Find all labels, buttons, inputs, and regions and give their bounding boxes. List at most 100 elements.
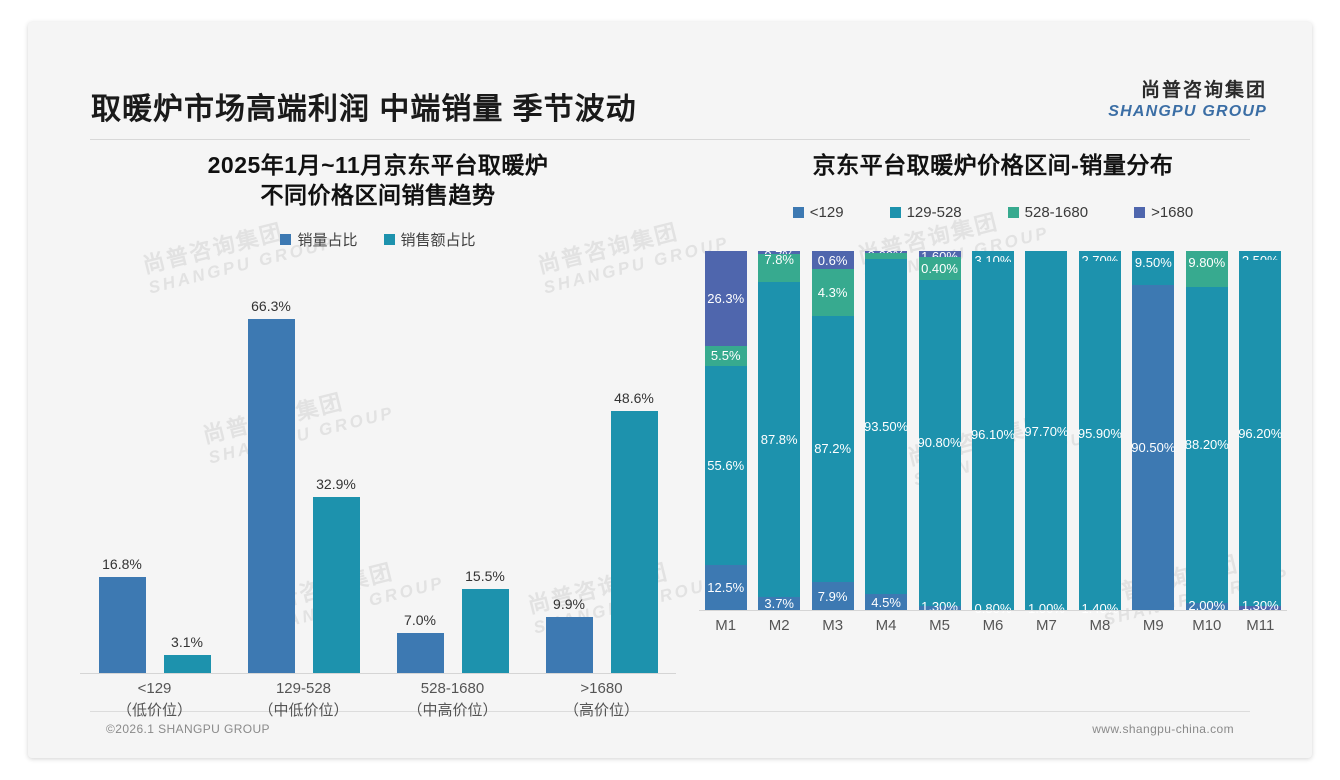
bar-volume[interactable]: [396, 632, 444, 673]
segment-129-528[interactable]: 55.6%: [704, 365, 747, 566]
bar-amount[interactable]: [163, 654, 211, 673]
bar-wrap[interactable]: 3.1%: [163, 274, 211, 673]
bar-volume[interactable]: [545, 616, 593, 673]
stack[interactable]: 2.70% 95.90% 1.40%: [1078, 251, 1122, 616]
segment-528-1680[interactable]: 5.5%: [704, 345, 747, 366]
bar-wrap[interactable]: 9.9%: [545, 274, 593, 673]
segment-label: 87.8%: [760, 431, 798, 447]
segment-528-1680[interactable]: 2.50%: [1239, 251, 1282, 268]
segment-label: 9.50%: [1134, 255, 1172, 271]
bar-amount[interactable]: [610, 410, 658, 673]
bar-group: 9.9% 48.6%: [527, 274, 676, 673]
bar-wrap[interactable]: 48.6%: [610, 274, 658, 673]
x-axis-label: M2: [768, 617, 790, 635]
segment-528-1680[interactable]: 9.80%: [1185, 251, 1228, 287]
segment-under-129[interactable]: 1.00%: [1025, 601, 1068, 616]
segment-under-129[interactable]: 0.80%: [971, 601, 1014, 616]
bar-wrap[interactable]: 7.0%: [396, 274, 444, 673]
segment-129-528[interactable]: 95.90%: [1078, 261, 1122, 606]
segment-label: 93.50%: [864, 418, 909, 434]
segment-label: 26.3%: [707, 291, 745, 307]
segment-129-528[interactable]: 96.10%: [971, 262, 1015, 608]
x-axis-label: M3: [822, 617, 844, 635]
segment-label: 88.20%: [1184, 437, 1229, 453]
segment-under-129[interactable]: 1.30%: [1239, 598, 1282, 613]
segment-under-129[interactable]: 7.9%: [811, 581, 854, 611]
x-axis-label: M7: [1036, 617, 1057, 635]
segment-under-129[interactable]: 4.5%: [865, 594, 908, 611]
legend-label: 129-528: [906, 204, 962, 222]
right-chart-panel: 京东平台取暖炉价格区间-销量分布 <129 129-528 528-1680 >…: [693, 150, 1293, 730]
legend-item-528-1680[interactable]: 528-1680: [1007, 204, 1089, 222]
logo-english-text: SHANGPU GROUP: [1108, 102, 1267, 120]
segment-528-1680[interactable]: 7.8%: [758, 252, 801, 282]
stacked-column[interactable]: 3.10% 96.10% 0.80%: [966, 251, 1019, 616]
legend-item-sales-volume[interactable]: 销量占比: [280, 229, 358, 250]
segment-under-129[interactable]: 1.40%: [1078, 601, 1121, 616]
segment-528-1680[interactable]: 0.40%: [918, 257, 961, 281]
legend-item-129-528[interactable]: 129-528: [889, 204, 962, 222]
stacked-column[interactable]: 26.3% 5.5% 55.6% 12.5%: [699, 251, 752, 611]
stack[interactable]: 1.60% 0.40% 90.80% 1.30%: [917, 249, 962, 614]
stacked-column[interactable]: 2.50% 96.20% 1.30%: [1234, 251, 1287, 613]
stacked-column[interactable]: 0.6% 4.3% 87.2% 7.9%: [806, 251, 859, 611]
segment-129-528[interactable]: 87.8%: [758, 281, 801, 598]
segment-528-1680[interactable]: 3.10%: [971, 251, 1014, 268]
legend-item-over-1680[interactable]: >1680: [1134, 204, 1193, 221]
stack[interactable]: 0.6% 4.3% 87.2% 7.9%: [811, 251, 854, 611]
x-axis-label-sub: （中低价位）: [258, 702, 349, 720]
bar-wrap[interactable]: 32.9%: [312, 274, 360, 673]
stacked-column[interactable]: 9.80% 88.20% 2.00%: [1180, 251, 1233, 613]
stack[interactable]: 0.7% 7.8% 87.8% 3.7%: [758, 248, 801, 611]
footer-website[interactable]: www.shangpu-china.com: [1092, 722, 1234, 736]
segment-under-129[interactable]: 12.5%: [704, 565, 747, 611]
stacked-column[interactable]: 1.60% 0.40% 90.80% 1.30%: [913, 249, 966, 614]
bar-volume[interactable]: [247, 318, 295, 673]
segment-129-528[interactable]: 87.2%: [811, 315, 854, 582]
segment-over-1680[interactable]: 26.3%: [704, 251, 747, 346]
segment-129-528[interactable]: 88.20%: [1184, 286, 1229, 604]
stacked-column[interactable]: 1.30% 97.70% 1.00%: [1020, 251, 1073, 616]
right-chart-x-axis-labels: M1 M2 M3 M4 M5 M6 M7 M8 M9 M10 M11: [699, 617, 1287, 634]
bar-value-label: 15.5%: [465, 567, 505, 584]
segment-under-129[interactable]: 3.7%: [758, 596, 801, 611]
stacked-column[interactable]: 2.70% 95.90% 1.40%: [1073, 251, 1126, 616]
stack[interactable]: 9.80% 88.20% 2.00%: [1184, 251, 1229, 613]
stack[interactable]: 2.50% 96.20% 1.30%: [1238, 251, 1283, 613]
stack[interactable]: 26.3% 5.5% 55.6% 12.5%: [704, 251, 747, 611]
stack[interactable]: 0.60% 93.50% 4.5%: [864, 248, 909, 611]
stack[interactable]: 9.50% 90.50%: [1131, 251, 1175, 611]
segment-under-129[interactable]: 2.00%: [1185, 598, 1228, 613]
x-axis-label-sub: （低价位）: [116, 702, 192, 720]
bar-wrap[interactable]: 66.3%: [247, 274, 295, 673]
segment-129-528[interactable]: 90.80%: [917, 280, 962, 606]
legend-label: 528-1680: [1024, 204, 1089, 222]
segment-528-1680[interactable]: 2.70%: [1078, 251, 1121, 268]
segment-129-528[interactable]: 96.20%: [1238, 260, 1283, 606]
bar-wrap[interactable]: 16.8%: [98, 274, 146, 673]
legend-item-under-129[interactable]: <129: [792, 204, 844, 221]
x-axis-label-main: 528-1680: [420, 679, 485, 697]
segment-129-528[interactable]: 93.50%: [864, 258, 909, 595]
footer-divider: [90, 711, 1250, 712]
bar-wrap[interactable]: 15.5%: [461, 274, 509, 673]
x-axis-label: >1680 （高价位）: [527, 678, 676, 723]
stack[interactable]: 1.30% 97.70% 1.00%: [1024, 251, 1068, 616]
bar-amount[interactable]: [312, 496, 360, 673]
segment-129-528[interactable]: 9.50%: [1132, 251, 1175, 286]
segment-under-129[interactable]: 90.50%: [1131, 285, 1175, 611]
right-chart-plot: 26.3% 5.5% 55.6% 12.5%: [693, 248, 1293, 634]
segment-label: 96.20%: [1238, 425, 1283, 441]
bar-amount[interactable]: [461, 588, 509, 673]
stack[interactable]: 3.10% 96.10% 0.80%: [971, 251, 1015, 616]
segment-528-1680[interactable]: [865, 252, 908, 259]
segment-over-1680[interactable]: 0.6%: [811, 251, 854, 270]
bar-volume[interactable]: [98, 576, 146, 673]
stacked-column[interactable]: 9.50% 90.50%: [1127, 251, 1180, 611]
x-axis-label: <129 （低价位）: [80, 678, 229, 723]
segment-129-528[interactable]: 97.70%: [1024, 256, 1068, 607]
stacked-column[interactable]: 0.7% 7.8% 87.8% 3.7%: [752, 248, 805, 611]
stacked-column[interactable]: 0.60% 93.50% 4.5%: [859, 248, 912, 611]
segment-528-1680[interactable]: 4.3%: [811, 269, 854, 316]
legend-item-sales-amount[interactable]: 销售额占比: [383, 229, 476, 250]
